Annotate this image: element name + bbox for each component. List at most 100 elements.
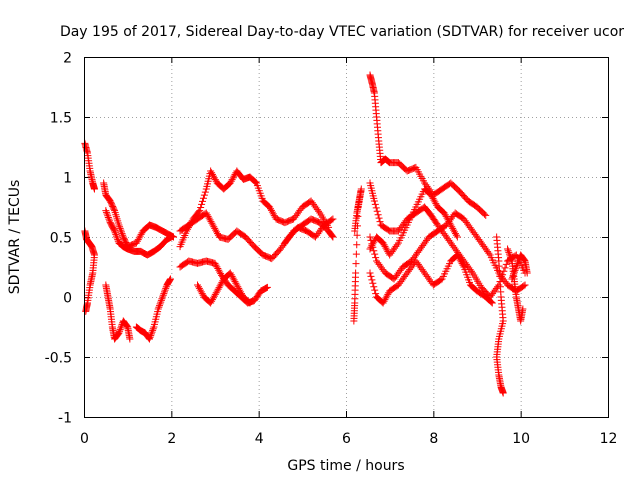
data-point bbox=[167, 233, 175, 241]
series-arc-e bbox=[102, 281, 134, 343]
data-point bbox=[154, 305, 162, 313]
data-point bbox=[115, 221, 123, 229]
data-point bbox=[488, 299, 496, 307]
y-tick-label: 1 bbox=[63, 171, 72, 187]
y-tick-label: 0.5 bbox=[50, 231, 72, 247]
data-point bbox=[166, 275, 174, 283]
y-tick-label: -1 bbox=[58, 411, 72, 427]
data-point bbox=[353, 231, 361, 239]
data-point bbox=[509, 272, 517, 280]
data-point bbox=[329, 215, 337, 223]
data-point bbox=[114, 236, 122, 244]
data-point bbox=[162, 284, 170, 292]
data-point bbox=[110, 205, 118, 213]
series-arc-g bbox=[176, 167, 333, 251]
data-point bbox=[467, 267, 475, 275]
data-point bbox=[105, 215, 113, 223]
data-point bbox=[112, 230, 120, 238]
data-point bbox=[315, 207, 323, 215]
y-tick-label: 2 bbox=[63, 51, 72, 67]
data-point bbox=[245, 298, 253, 306]
x-tick-label: 6 bbox=[342, 431, 351, 447]
x-tick-label: 0 bbox=[80, 431, 89, 447]
data-point bbox=[353, 241, 361, 249]
data-point bbox=[519, 305, 527, 313]
data-point bbox=[110, 226, 118, 234]
y-tick-label: 1.5 bbox=[50, 111, 72, 127]
data-point bbox=[104, 212, 112, 220]
data-point bbox=[155, 302, 163, 310]
series-arc-c bbox=[100, 179, 178, 251]
series-arc-d bbox=[102, 207, 175, 259]
data-point bbox=[90, 185, 98, 193]
data-point bbox=[328, 216, 336, 224]
data-point bbox=[501, 264, 509, 272]
data-point bbox=[507, 254, 515, 262]
data-points bbox=[81, 71, 531, 397]
data-point bbox=[117, 226, 125, 234]
series-arc-h bbox=[176, 209, 337, 263]
data-point bbox=[113, 234, 121, 242]
data-point bbox=[111, 227, 119, 235]
data-point bbox=[452, 231, 460, 239]
data-point bbox=[504, 247, 512, 255]
data-point bbox=[102, 208, 110, 216]
series-arc-j bbox=[194, 269, 254, 307]
data-point bbox=[82, 307, 90, 315]
data-point bbox=[376, 218, 384, 226]
data-point bbox=[122, 321, 130, 329]
data-point bbox=[370, 197, 378, 205]
data-point bbox=[116, 327, 124, 335]
data-point bbox=[246, 299, 254, 307]
data-point bbox=[157, 298, 165, 306]
y-axis-title: SDTVAR / TECUs bbox=[7, 180, 23, 295]
data-point bbox=[155, 303, 163, 311]
data-point bbox=[514, 258, 522, 266]
data-point bbox=[366, 233, 374, 241]
data-point bbox=[510, 268, 518, 276]
data-point bbox=[157, 296, 165, 304]
data-point bbox=[513, 261, 521, 269]
data-point bbox=[195, 208, 203, 216]
data-point bbox=[198, 200, 206, 208]
data-point bbox=[482, 211, 490, 219]
data-point bbox=[354, 203, 362, 211]
series-arc-k bbox=[281, 215, 337, 247]
chart-title: Day 195 of 2017, Sidereal Day-to-day VTE… bbox=[60, 24, 624, 40]
data-point bbox=[115, 329, 123, 337]
x-tick-label: 12 bbox=[600, 431, 618, 447]
data-point bbox=[511, 266, 519, 274]
series-arc-t bbox=[508, 251, 531, 283]
data-point bbox=[371, 286, 379, 294]
data-point bbox=[504, 245, 512, 253]
data-point bbox=[369, 279, 377, 287]
data-point bbox=[371, 250, 379, 258]
data-point bbox=[505, 248, 513, 256]
series-arc-p bbox=[366, 251, 496, 307]
data-point bbox=[328, 231, 336, 239]
data-point bbox=[147, 330, 155, 338]
data-point bbox=[117, 228, 125, 236]
data-point bbox=[148, 328, 156, 336]
data-point bbox=[196, 207, 204, 215]
series-arc-i bbox=[176, 257, 271, 307]
data-point bbox=[487, 298, 495, 306]
data-point bbox=[147, 332, 155, 340]
data-point bbox=[161, 286, 169, 294]
data-point bbox=[352, 260, 360, 268]
data-point bbox=[117, 324, 125, 332]
data-point bbox=[119, 231, 127, 239]
data-point bbox=[158, 295, 166, 303]
data-point bbox=[262, 284, 270, 292]
data-point bbox=[159, 293, 167, 301]
data-point bbox=[329, 233, 337, 241]
data-point bbox=[103, 210, 111, 218]
series-arc-f bbox=[132, 275, 174, 343]
data-point bbox=[509, 273, 517, 281]
x-tick-label: 2 bbox=[167, 431, 176, 447]
y-tick-label: 0 bbox=[63, 291, 72, 307]
data-point bbox=[520, 255, 528, 263]
data-point bbox=[118, 230, 126, 238]
data-point bbox=[375, 214, 383, 222]
